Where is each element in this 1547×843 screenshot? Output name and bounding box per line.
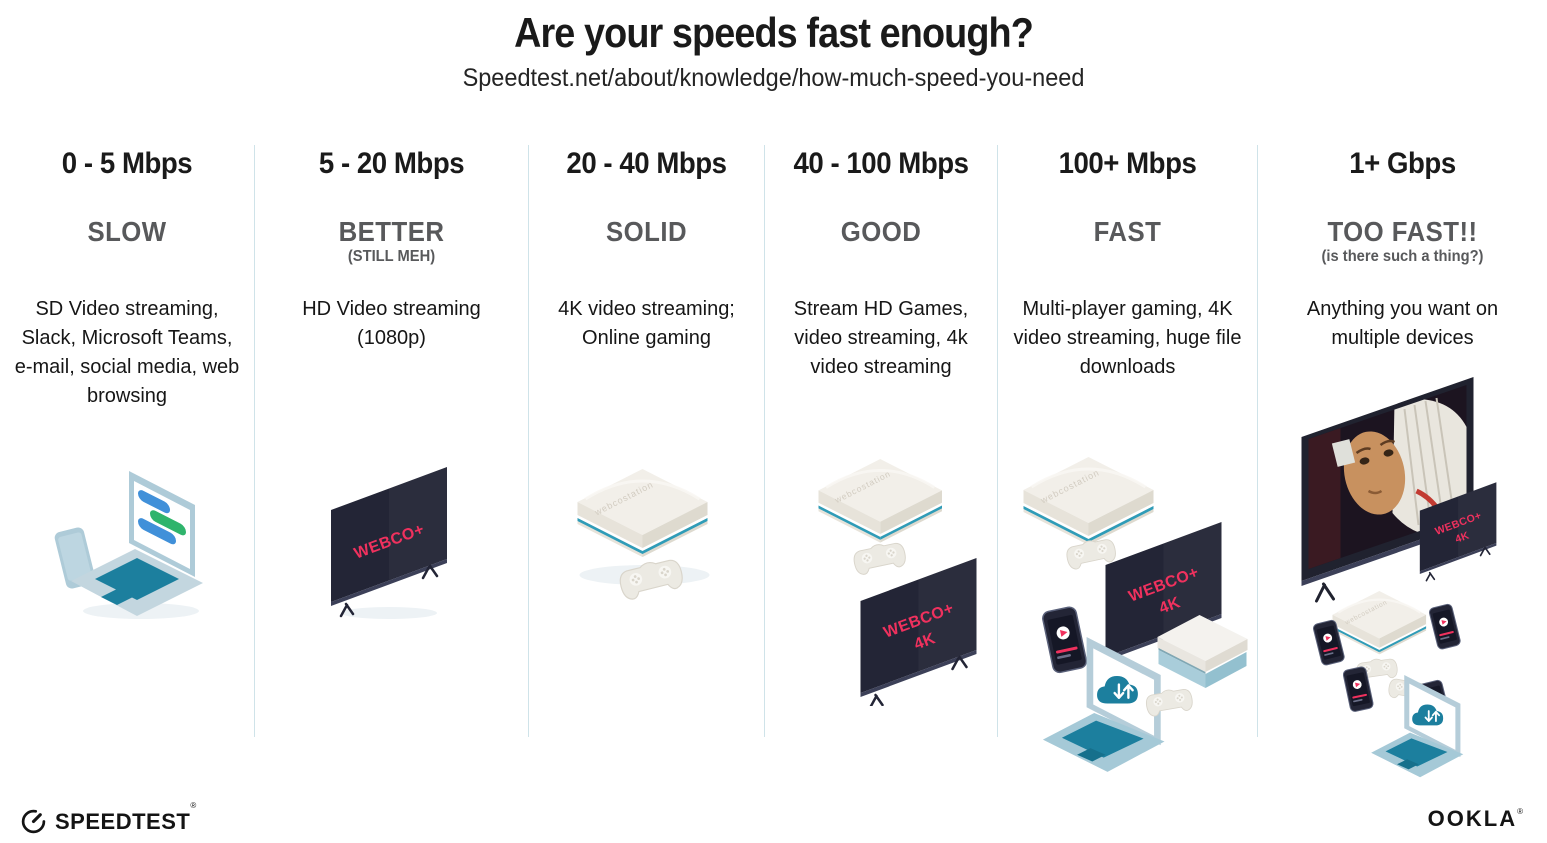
use-case-description: 4K video streaming; Online gaming	[558, 298, 735, 349]
speed-range: 5 - 20 Mbps	[318, 147, 465, 180]
speed-range: 100+ Mbps	[1058, 147, 1197, 180]
console-and-4k-tv-icons: webcostation WEBCO+ 4K	[817, 457, 978, 706]
page-title: Are your speeds fast enough?	[514, 9, 1034, 56]
registered-mark: ®	[190, 800, 197, 810]
speed-range: 1+ Gbps	[1349, 147, 1456, 180]
rating-label: FAST	[1093, 216, 1162, 247]
speed-range: 40 - 100 Mbps	[793, 147, 969, 180]
speed-range: 0 - 5 Mbps	[61, 147, 193, 180]
game-controller-icon	[615, 554, 686, 602]
smartphone-video-icon	[1040, 605, 1088, 675]
console-icon: webcostation	[817, 457, 944, 545]
console-icon: webcostation	[1330, 589, 1427, 656]
rating-label: SLOW	[87, 216, 167, 247]
rating-label: BETTER	[338, 216, 445, 247]
speedtest-gauge-icon	[21, 809, 46, 834]
rating-label: GOOD	[840, 216, 922, 247]
header: Are your speeds fast enough? Speedtest.n…	[0, 8, 1547, 93]
column-40-100-mbps: 40 - 100 Mbps GOOD Stream HD Games, vide…	[765, 145, 998, 737]
ookla-wordmark: OOKLA	[1427, 806, 1518, 831]
laptop-chat-and-phone-icon	[51, 470, 204, 620]
game-controller-icon	[851, 539, 908, 577]
tv-icon: WEBCO+	[329, 465, 448, 619]
laptop-download-icon	[1369, 674, 1464, 779]
column-100plus-mbps: 100+ Mbps FAST Multi-player gaming, 4K v…	[998, 145, 1258, 774]
rating-label: TOO FAST!!	[1327, 216, 1478, 247]
use-case-description: Stream HD Games, video streaming, 4k vid…	[793, 298, 969, 378]
speedtest-logo: SPEEDTEST®	[20, 801, 196, 835]
rating-label: SOLID	[605, 216, 688, 247]
tv-4k-label: 4K	[1453, 529, 1470, 545]
rating-sub-label: (is there such a thing?)	[1321, 248, 1484, 265]
rating-sub-label: (STILL MEH)	[347, 248, 436, 265]
column-5-20-mbps: 5 - 20 Mbps BETTER (STILL MEH) HD Video …	[255, 145, 529, 737]
column-1plus-gbps: 1+ Gbps TOO FAST!! (is there such a thin…	[1258, 145, 1547, 779]
game-console-icon: webcostation	[575, 467, 709, 602]
tv-icon: WEBCO+ 4K	[1418, 481, 1497, 582]
tv-4k-label: 4K	[912, 630, 938, 653]
speed-range: 20 - 40 Mbps	[566, 147, 727, 180]
column-0-5-mbps: 0 - 5 Mbps SLOW SD Video streaming, Slac…	[0, 145, 255, 737]
page-subtitle-url: Speedtest.net/about/knowledge/how-much-s…	[462, 64, 1085, 92]
tv-icon: WEBCO+ 4K	[859, 556, 978, 706]
use-case-description: Anything you want on multiple devices	[1306, 298, 1499, 349]
multi-device-cluster-icons: webcostation WEBCO+ 4K	[1021, 455, 1247, 774]
column-20-40-mbps: 20 - 40 Mbps SOLID 4K video streaming; O…	[529, 145, 765, 737]
ookla-logo: OOKLA ®	[1428, 806, 1523, 832]
everything-device-cluster-icons: WEBCO+ 4K webcostation	[1301, 377, 1497, 779]
tv-icon: WEBCO+ 4K	[1103, 520, 1223, 673]
tv-4k-label: 4K	[1156, 594, 1182, 617]
console-icon: webcostation	[575, 467, 709, 559]
console-icon: webcostation	[1021, 455, 1155, 547]
speedtest-wordmark: SPEEDTEST	[55, 808, 191, 834]
use-case-description: SD Video streaming, Slack, Microsoft Tea…	[14, 298, 240, 407]
speed-columns: 0 - 5 Mbps SLOW SD Video streaming, Slac…	[0, 145, 1547, 779]
use-case-description: HD Video streaming (1080p)	[302, 298, 481, 349]
use-case-description: Multi-player gaming, 4K video streaming,…	[1013, 298, 1242, 378]
movie-tv-icon	[1301, 377, 1473, 603]
smartphone-video-icon	[1427, 602, 1462, 651]
registered-mark: ®	[1517, 806, 1523, 816]
